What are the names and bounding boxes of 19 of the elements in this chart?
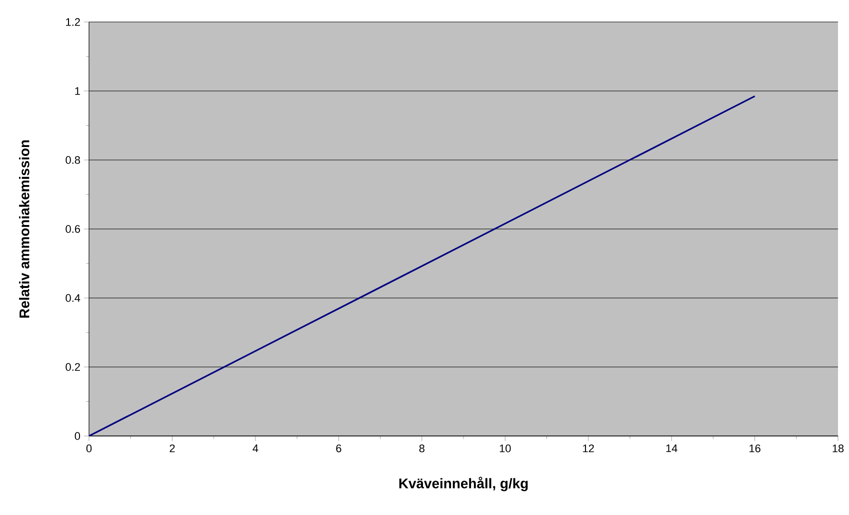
x-tick-label: 4 xyxy=(252,444,258,452)
x-tick-label: 10 xyxy=(500,444,511,452)
y-tick-label: 0.6 xyxy=(66,225,80,233)
x-tick-label: 6 xyxy=(336,444,342,452)
y-axis-title: Relativ ammoniakemission xyxy=(19,140,30,318)
x-tick-label: 14 xyxy=(666,444,678,452)
x-tick-label: 8 xyxy=(419,444,424,452)
y-tick-label: 1.2 xyxy=(66,18,80,26)
x-tick-label: 2 xyxy=(170,444,175,452)
y-tick-label: 0.2 xyxy=(66,363,80,371)
y-tick-label: 0.4 xyxy=(66,294,80,302)
x-tick-label: 12 xyxy=(583,444,594,452)
y-tick-label: 1 xyxy=(75,87,80,95)
y-tick-label: 0.8 xyxy=(66,156,80,164)
y-tick-label: 0 xyxy=(74,432,80,440)
x-axis-title: Kväveinnehåll, g/kg xyxy=(399,476,528,492)
x-tick-label: 0 xyxy=(86,444,92,452)
x-tick-label: 18 xyxy=(832,444,844,452)
x-tick-label: 16 xyxy=(750,444,760,452)
